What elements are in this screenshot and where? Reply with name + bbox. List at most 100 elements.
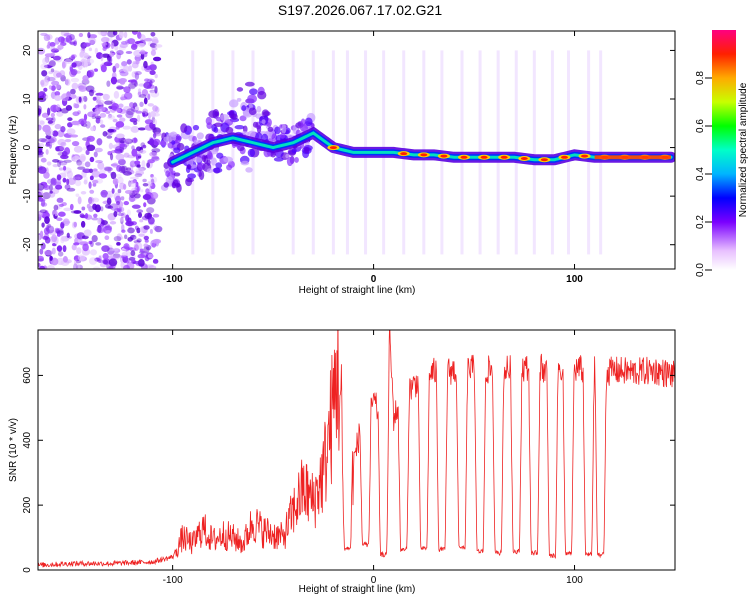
- heatmap-scatter-cell: [240, 160, 250, 166]
- heatmap-noise-cell: [122, 183, 127, 190]
- heatmap-noise-cell: [78, 85, 87, 92]
- heatmap-noise-cell: [124, 234, 128, 240]
- heatmap-noise-cell: [152, 56, 162, 62]
- heatmap-noise-cell: [91, 234, 98, 243]
- colorbar-tick-label: 0.4: [695, 167, 706, 181]
- heatmap-noise-cell: [46, 265, 55, 269]
- heatmap-noise-cell: [100, 124, 106, 128]
- heatmap-noise-cell: [71, 244, 77, 251]
- heatmap-noise-cell: [60, 141, 67, 147]
- heatmap-noise-cell: [54, 123, 62, 130]
- heatmap-noise-cell: [96, 99, 105, 105]
- heatmap-noise-cell: [83, 113, 88, 121]
- heatmap-noise-cell: [56, 174, 62, 181]
- heatmap-noise-cell: [149, 151, 158, 157]
- heatmap-noise-cell: [154, 225, 163, 233]
- heatmap-noise-cell: [131, 43, 137, 48]
- heatmap-noise-cell: [105, 131, 113, 136]
- heatmap-noise-cell: [112, 65, 117, 73]
- heatmap-noise-cell: [56, 217, 63, 222]
- x-tick-label: 100: [566, 575, 583, 586]
- heatmap-noise-cell: [151, 39, 159, 45]
- heatmap-noise-cell: [117, 188, 122, 194]
- heatmap-noise-cell: [51, 234, 58, 243]
- heatmap-noise-cell: [80, 191, 87, 195]
- heatmap-noise-cell: [99, 112, 107, 118]
- heatmap-noise-cell: [48, 184, 53, 192]
- heatmap-noise-cell: [70, 77, 80, 83]
- heatmap-noise-cell: [110, 171, 117, 180]
- heatmap-noise-cell: [136, 114, 141, 123]
- heatmap-noise-cell: [121, 224, 125, 232]
- heatmap-noise-cell: [45, 143, 51, 147]
- heatmap-noise-cell: [80, 220, 86, 228]
- heatmap-scatter-cell: [213, 122, 223, 128]
- heatmap-noise-cell: [91, 197, 100, 203]
- heatmap-scatter-cell: [248, 107, 257, 116]
- heatmap-scatter-cell: [230, 113, 238, 120]
- colorbar-ticks: 0.0 0.2 0.4 0.6 0.8: [695, 71, 712, 277]
- heatmap-noise-cell: [94, 47, 99, 55]
- heatmap-noise-cell: [83, 104, 87, 110]
- heatmap-noise-cell: [78, 118, 87, 125]
- heatmap-scatter-cell: [216, 152, 224, 159]
- heatmap-noise-cell: [62, 177, 67, 183]
- heatmap-noise-cell: [83, 52, 89, 59]
- heatmap-noise-cell: [107, 57, 113, 63]
- heatmap-noise-cell: [86, 56, 91, 64]
- heatmap-scatter-cell: [285, 153, 290, 159]
- spectrogram-marks: [38, 31, 675, 269]
- heatmap-scatter-cell: [185, 177, 193, 187]
- heatmap-noise-cell: [63, 207, 72, 212]
- heatmap-noise-cell: [92, 182, 97, 187]
- heatmap-noise-cell: [89, 175, 94, 181]
- heatmap-noise-cell: [136, 164, 141, 168]
- heatmap-noise-cell: [127, 83, 136, 89]
- heatmap-noise-cell: [106, 80, 111, 87]
- heatmap-noise-cell: [135, 167, 145, 174]
- heatmap-noise-cell: [85, 121, 91, 129]
- heatmap-noise-cell: [93, 213, 98, 218]
- heatmap-noise-cell: [90, 240, 94, 248]
- heatmap-noise-cell: [108, 258, 118, 267]
- heatmap-noise-cell: [92, 266, 101, 269]
- heatmap-noise-cell: [141, 160, 146, 169]
- heatmap-noise-cell: [154, 106, 160, 113]
- heatmap-noise-cell: [61, 61, 66, 69]
- heatmap-noise-cell: [78, 96, 82, 103]
- heatmap-noise-cell: [137, 259, 145, 267]
- heatmap-noise-cell: [149, 229, 153, 234]
- heatmap-noise-cell: [131, 148, 138, 157]
- heatmap-noise-cell: [58, 160, 68, 166]
- heatmap-scatter-cell: [236, 97, 242, 102]
- heatmap-noise-cell: [133, 49, 143, 57]
- heatmap-scatter-cell: [219, 114, 229, 121]
- heatmap-noise-cell: [115, 133, 125, 139]
- heatmap-noise-cell: [41, 112, 49, 118]
- heatmap-noise-cell: [77, 254, 86, 261]
- heatmap-noise-cell: [136, 209, 144, 214]
- heatmap-noise-cell: [141, 89, 149, 96]
- heatmap-noise-cell: [43, 34, 51, 42]
- spectrogram-xlabel: Height of straight line (km): [299, 285, 416, 296]
- heatmap-noise-cell: [123, 138, 132, 143]
- heatmap-scatter-cell: [205, 116, 212, 126]
- heatmap-noise-cell: [71, 82, 79, 90]
- heatmap-scatter-cell: [225, 126, 234, 134]
- heatmap-noise-cell: [97, 31, 106, 36]
- heatmap-scatter-cell: [300, 118, 306, 127]
- heatmap-scatter-cell: [196, 132, 204, 140]
- heatmap-scatter-cell: [299, 124, 309, 132]
- heatmap-noise-cell: [102, 253, 109, 260]
- heatmap-scatter-cell: [171, 140, 176, 145]
- heatmap-noise-cell: [52, 164, 59, 168]
- heatmap-noise-cell: [96, 95, 102, 101]
- heatmap-noise-cell: [144, 78, 150, 82]
- heatmap-noise-cell: [103, 61, 113, 67]
- heatmap-noise-cell: [102, 131, 108, 137]
- heatmap-noise-cell: [73, 210, 82, 214]
- heatmap-noise-cell: [149, 70, 156, 76]
- colorbar-tick-label: 0.0: [695, 263, 706, 277]
- heatmap-noise-cell: [88, 34, 98, 39]
